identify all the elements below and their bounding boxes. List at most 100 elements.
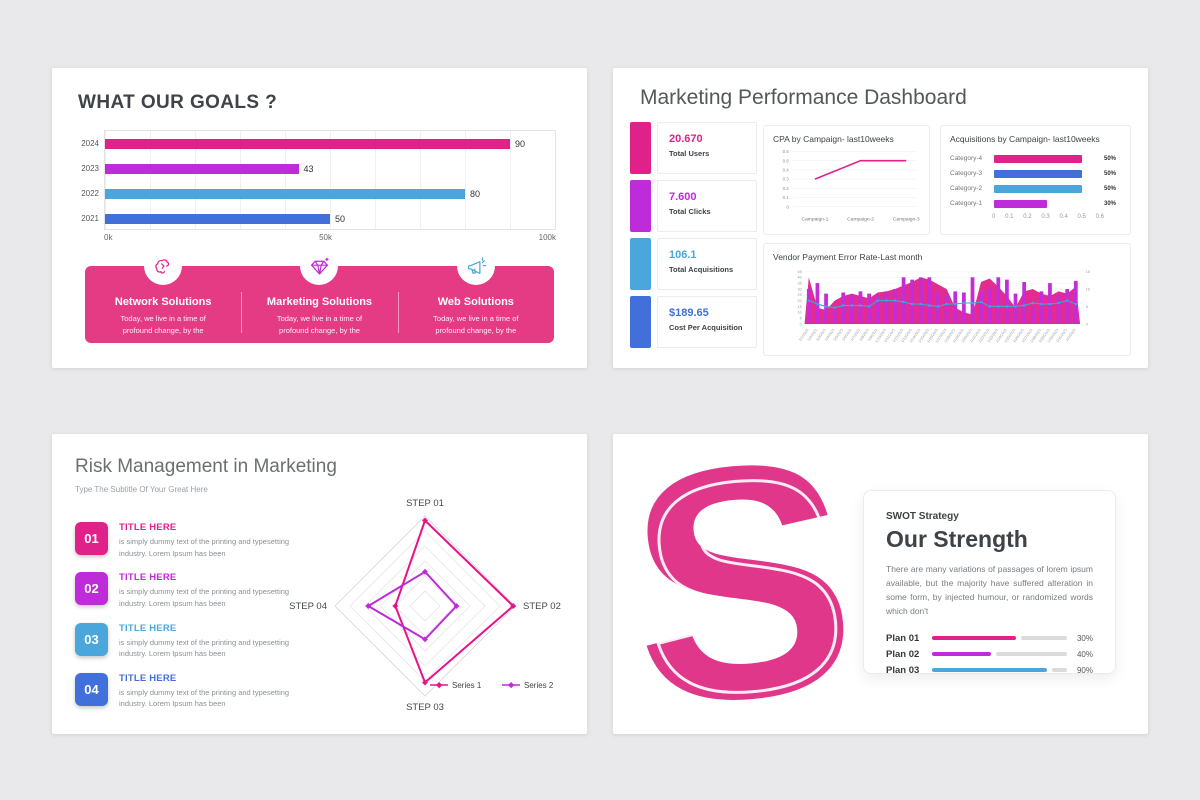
kpi-color-bar [630, 122, 651, 174]
cpa-chart-card: CPA by Campaign- last10weeks 0.6 0.5 0.4 0.… [763, 125, 930, 235]
bar-row: 2024 90 [81, 131, 555, 156]
bar-2023 [105, 163, 299, 174]
banner-icon-circle [144, 247, 183, 285]
axis-tick-label: 0.3 [1041, 214, 1050, 220]
axis-tick-label: 50k [319, 233, 332, 242]
axis-tick-label: 1/8/2021 [859, 328, 870, 342]
kpi-label: Total Users [669, 149, 710, 158]
axis-tick-label: 0.4 [783, 167, 790, 172]
banner-item-description: Today, we live in a time of profound cha… [433, 314, 519, 336]
bar-value-label: 50 [335, 213, 346, 224]
axis-tick-label: 0 [1086, 322, 1088, 326]
axis-tick-label: 0.1 [783, 195, 790, 200]
axis-tick-label: 15 [1086, 270, 1090, 274]
item-description: is simply dummy text of the printing and… [119, 537, 290, 558]
slide-goals-thumbnail[interactable]: WHAT OUR GOALS ? 2024 90 2023 43 2022 80 [52, 68, 587, 368]
axis-tick-label: Campaign-3 [893, 217, 920, 223]
kpi-color-bar [630, 296, 651, 348]
axis-tick-label: 0.6 [783, 149, 790, 154]
bar-2024 [105, 138, 510, 149]
bar-value-label: 80 [470, 188, 481, 199]
axis-tick-label: 0.5 [1077, 214, 1086, 220]
bar-value-label: 50% [1104, 155, 1117, 162]
letter-s: S [631, 454, 861, 718]
slide-swot-thumbnail[interactable]: S S SWOT Strategy Our Strength There are… [613, 434, 1148, 734]
slide-risk-thumbnail[interactable]: Risk Management in Marketing Type The Su… [52, 434, 587, 734]
plan-progress-bar [932, 652, 1067, 656]
banner-icon-circle [456, 247, 495, 285]
acquisitions-bar-chart: Category-4 50% Category-3 50% Category-2… [950, 151, 1121, 220]
axis-tick-label: 25 [798, 293, 802, 297]
slide-dashboard-thumbnail[interactable]: Marketing Performance Dashboard 20.670 T… [613, 68, 1148, 368]
banner-item-title: Network Solutions [114, 296, 212, 308]
plan-row: Plan 01 30% [886, 630, 1093, 646]
bar-2021 [105, 213, 330, 224]
axis-tick-label: 10 [1086, 287, 1090, 291]
radar-axis-label: STEP 04 [289, 601, 327, 612]
axis-tick-label: 45 [798, 270, 802, 274]
axis-tick-label: 0.3 [783, 177, 790, 182]
axis-tick-label: 40 [798, 276, 802, 280]
cpa-line-chart: 0.6 0.5 0.4 0.3 0.2 0.1 0 Campaign-1 Campaign-2 C… [783, 149, 920, 223]
axis-tick-label: 0.4 [1059, 214, 1068, 220]
axis-tick-label: 30 [798, 287, 802, 291]
kpi-value: 7.600 [669, 191, 697, 203]
axis-tick-label: 5 [800, 316, 802, 320]
kpi-color-bar [630, 180, 651, 232]
banner-item-description: Today, we live in a time of profound cha… [276, 314, 363, 336]
plan-row: Plan 02 40% [886, 646, 1093, 662]
brain-icon [154, 258, 169, 274]
axis-tick-label: 10 [798, 311, 802, 315]
vendor-line-markers [807, 299, 1077, 309]
vendor-line-series [808, 299, 1077, 309]
item-text: TITLE HERE is simply dummy text of the p… [119, 623, 307, 660]
axis-tick-label: 0k [104, 233, 113, 242]
chart-title: Acquisitions by Campaign- last10weeks [950, 134, 1100, 144]
axis-tick-label: 0.2 [783, 186, 790, 191]
axis-tick-label: 0.1 [1005, 214, 1014, 220]
bar-value-label: 43 [303, 163, 314, 174]
bar-category-3 [994, 169, 1083, 178]
kpi-label: Cost Per Acquisition [669, 323, 743, 332]
plan-percent-label: 30% [1076, 633, 1093, 643]
vendor-chart-card: Vendor Payment Error Rate-Last month 45 4… [763, 243, 1131, 356]
diamond-icon [310, 257, 329, 275]
axis-tick-label: Category-2 [950, 185, 983, 192]
axis-tick-label: 0 [800, 322, 802, 326]
axis-tick-label: Category-4 [950, 155, 983, 162]
bar-2022 [105, 188, 465, 199]
item-title: TITLE HERE [119, 522, 177, 533]
kpi-card: $189.65 Cost Per Acquisition [657, 296, 757, 348]
big-letter-s-graphic: S S [631, 454, 861, 718]
axis-tick-label: 2021 [81, 214, 99, 223]
bar-category-4 [994, 154, 1083, 163]
axis-tick-label: 0.6 [1095, 214, 1104, 220]
bar-track [994, 184, 1100, 193]
kpi-value: 106.1 [669, 249, 697, 261]
kpi-value: $189.65 [669, 307, 709, 319]
plan-percent-label: 40% [1076, 649, 1093, 659]
item-description: is simply dummy text of the printing and… [119, 637, 290, 659]
radar-axis-label: STEP 01 [406, 498, 444, 509]
radar-ring [364, 545, 486, 667]
list-item: 03 TITLE HERE is simply dummy text of th… [75, 622, 307, 660]
axis-tick-label: Campaign-2 [847, 217, 874, 223]
axis-tick-label: 1/5/2021 [833, 328, 844, 342]
kpi-total-clicks: 7.600 Total Clicks [630, 180, 757, 232]
legend-label: Series 1 [452, 681, 482, 690]
list-item: 04 TITLE HERE is simply dummy text of th… [75, 672, 307, 710]
bar-row: Category-2 50% [950, 181, 1121, 196]
banner-item-web: Web Solutions Today, we live in a time o… [397, 247, 554, 343]
vendor-combo-chart: 4540353025201510501510501/1/20211/2/2021… [798, 270, 1090, 344]
axis-tick-label: 1/6/2021 [841, 328, 852, 342]
legend-label: Series 2 [524, 681, 554, 690]
plan-progress-rest [1051, 668, 1067, 672]
banner-item-description: Today, we live in a time of profound cha… [120, 314, 206, 336]
item-description: is simply dummy text of the printing and… [119, 587, 290, 608]
plan-progress-list: Plan 01 30% Plan 02 40% Plan [886, 630, 1093, 678]
acquisitions-x-axis: 0 0.1 0.2 0.3 0.4 0.5 0.6 [992, 214, 1104, 220]
kpi-list: 20.670 Total Users 7.600 Total Clicks 10… [630, 122, 757, 348]
swot-body-text: There are many variations of passages of… [886, 564, 1093, 617]
swot-strategy-card: SWOT Strategy Our Strength There are man… [863, 490, 1116, 676]
axis-tick-label: 20 [798, 299, 802, 303]
